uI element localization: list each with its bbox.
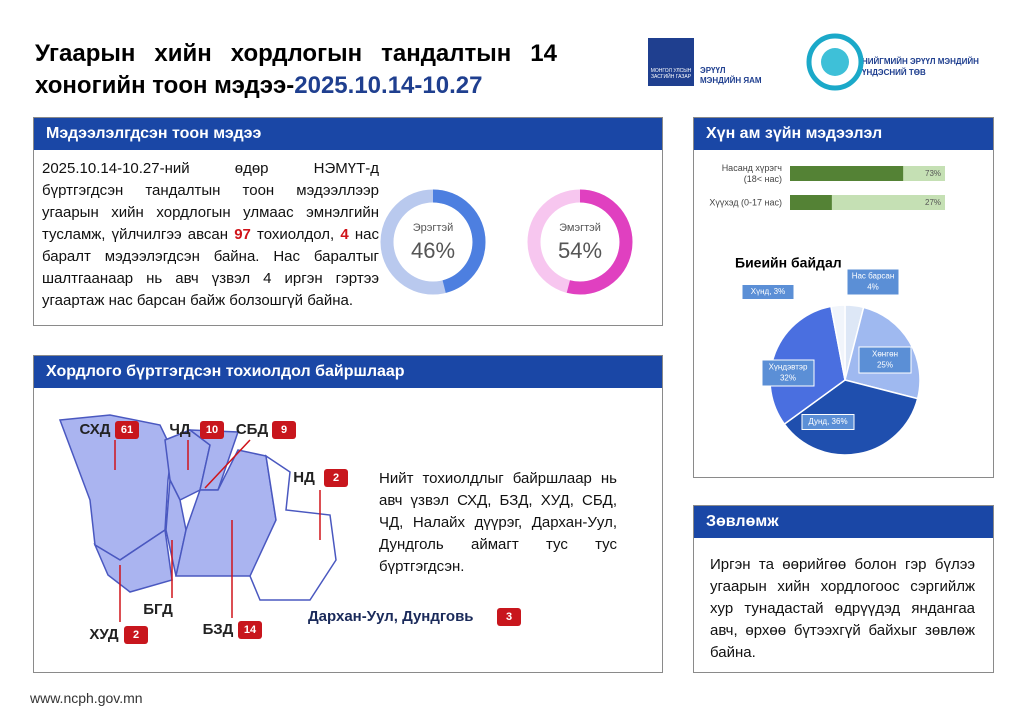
ministry-line: МЭНДИЙН ЯАМ — [700, 76, 762, 85]
text: нас баралт мэдээлэгдсэн байна. Нас барал… — [42, 226, 379, 309]
stats-panel: Мэдээлэлгдсэн тоон мэдээ 2025.10.14-10.2… — [33, 117, 663, 326]
cases: 97 — [234, 226, 251, 243]
stats-text: 2025.10.14-10.27-ний өдөр НЭМҮТ-д бүртгэ… — [42, 158, 379, 312]
title-line2: хоногийн тоон мэдээ-2025.10.14-10.27 — [35, 72, 482, 100]
logo — [806, 33, 864, 91]
advice-panel: Зөвлөмж Иргэн та өөрийгөө болон гэр бүлэ… — [693, 505, 994, 673]
deaths: 4 — [340, 226, 349, 243]
emblem: МОНГОЛ УЛСЫН ЗАСГИЙН ГАЗАР — [648, 38, 694, 86]
advice-text: Иргэн та өөрийгөө болон гэр бүлээ угаары… — [710, 556, 975, 661]
location-panel: Хордлого бүртгэгдсэн тохиолдол байршлаар… — [33, 355, 663, 673]
title-line1: Угаарын хийн хордлогын тандалтын 14 — [35, 40, 557, 67]
center-line: ҮНДЭСНИЙ ТӨВ — [862, 68, 926, 77]
panel-heading: Хордлого бүртгэгдсэн тохиолдол байршлаар — [34, 356, 662, 388]
panel-heading: Хүн ам зүйн мэдээлэл — [694, 118, 993, 150]
location-text: Нийт тохиолдлыг байршлаар нь авч үзвэл С… — [379, 470, 617, 575]
ministry: ЭРҮҮЛ МЭНДИЙН ЯАМ — [700, 66, 762, 86]
center-line: НИЙГМИЙН ЭРҮҮЛ МЭНДИЙН — [862, 57, 979, 66]
text: 2025.10.14-10.27-ний өдөр НЭМҮТ-д бүртгэ… — [42, 160, 379, 243]
demography-panel: Хүн ам зүйн мэдээлэл — [693, 117, 994, 478]
center: НИЙГМИЙН ЭРҮҮЛ МЭНДИЙН ҮНДЭСНИЙ ТӨВ — [862, 56, 979, 78]
text: тохиолдол, — [257, 226, 335, 243]
emblem-text: МОНГОЛ УЛСЫН ЗАСГИЙН ГАЗАР — [650, 68, 692, 80]
panel-heading: Мэдээлэлгдсэн тоон мэдээ — [34, 118, 662, 150]
title-text: хоногийн тоон мэдээ- — [35, 72, 295, 99]
ministry-line: ЭРҮҮЛ — [700, 66, 726, 75]
logo — [821, 48, 849, 76]
footer: www.ncph.gov.mn — [30, 690, 143, 706]
panel-heading: Зөвлөмж — [694, 506, 993, 538]
date-range: 2025.10.14-10.27 — [294, 72, 483, 99]
